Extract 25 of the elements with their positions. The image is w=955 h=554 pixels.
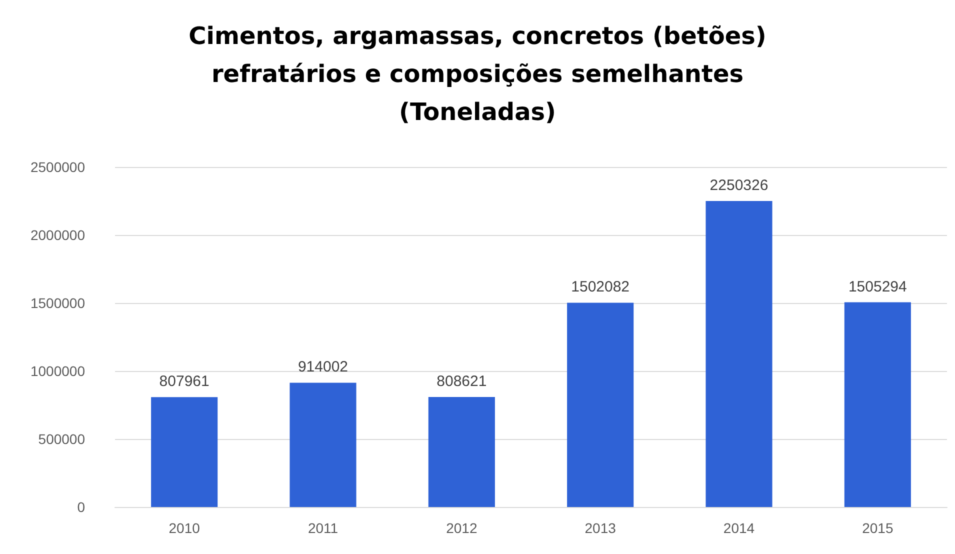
bar: [567, 302, 634, 507]
y-tick-label: 1500000: [30, 295, 86, 311]
y-tick-label: 2500000: [30, 159, 86, 175]
y-tick-label: 0: [77, 499, 86, 515]
data-label: 808621: [436, 373, 487, 390]
data-label: 1502082: [571, 278, 630, 296]
data-label: 2250326: [710, 176, 768, 194]
x-tick-label: 2010: [168, 520, 200, 536]
x-tick-label: 2011: [308, 520, 338, 536]
y-tick-label: 500000: [38, 431, 86, 447]
y-tick-label: 1000000: [30, 363, 86, 379]
data-label: 914002: [298, 358, 348, 376]
bar: [706, 200, 772, 507]
x-tick-label: 2012: [446, 520, 478, 536]
bar: [151, 397, 218, 507]
data-label: 1505294: [848, 278, 907, 296]
bar: [844, 302, 911, 507]
x-tick-label: 2015: [862, 520, 894, 536]
bar: [428, 397, 495, 507]
chart-title: Cimentos, argamassas, concretos (betões) refratários e composições semelhantes (Toneladas): [188, 22, 766, 126]
bar: [290, 382, 356, 507]
x-tick-label: 2013: [584, 520, 616, 536]
y-tick-label: 2000000: [30, 227, 86, 243]
data-label: 807961: [159, 373, 210, 390]
x-tick-label: 2014: [723, 520, 755, 536]
